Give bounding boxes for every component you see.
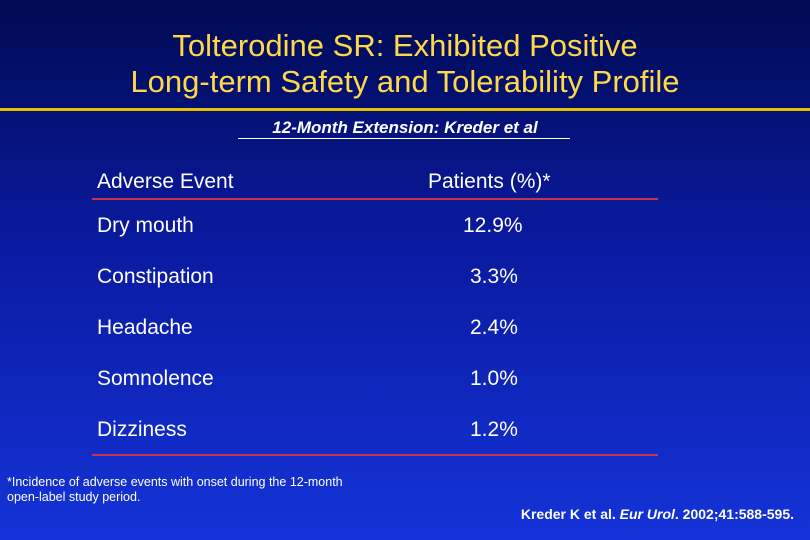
table-bottom-divider <box>92 454 658 456</box>
citation-journal: Eur Urol <box>619 506 675 522</box>
event-percent: 12.9% <box>463 214 523 237</box>
event-percent: 3.3% <box>470 265 518 288</box>
header-divider <box>92 198 658 200</box>
table-row: Constipation 3.3% <box>0 265 810 295</box>
citation-details: . 2002;41:588-595. <box>674 506 794 522</box>
header-adverse-event: Adverse Event <box>97 170 234 193</box>
event-name: Somnolence <box>97 367 214 390</box>
event-percent: 1.0% <box>470 367 518 390</box>
event-percent: 2.4% <box>470 316 518 339</box>
title-line-1: Tolterodine SR: Exhibited Positive <box>172 28 638 63</box>
table-row: Headache 2.4% <box>0 316 810 346</box>
subtitle: 12-Month Extension: Kreder et al <box>272 118 538 137</box>
citation-authors: Kreder K et al. <box>520 506 616 522</box>
event-name: Headache <box>97 316 193 339</box>
footnote: *Incidence of adverse events with onset … <box>7 475 343 504</box>
table-row: Dry mouth 12.9% <box>0 214 810 244</box>
slide-title: Tolterodine SR: Exhibited Positive Long-… <box>0 28 810 100</box>
table-row: Dizziness 1.2% <box>0 418 810 448</box>
event-percent: 1.2% <box>470 418 518 441</box>
title-line-2: Long-term Safety and Tolerability Profil… <box>130 64 680 99</box>
event-name: Dry mouth <box>97 214 194 237</box>
event-name: Dizziness <box>97 418 187 441</box>
citation: Kreder K et al. Eur Urol. 2002;41:588-59… <box>521 506 794 522</box>
header-patients-percent: Patients (%)* <box>428 170 551 193</box>
table-row: Somnolence 1.0% <box>0 367 810 397</box>
subtitle-underline <box>238 138 570 139</box>
event-name: Constipation <box>97 265 214 288</box>
title-divider <box>0 108 810 111</box>
